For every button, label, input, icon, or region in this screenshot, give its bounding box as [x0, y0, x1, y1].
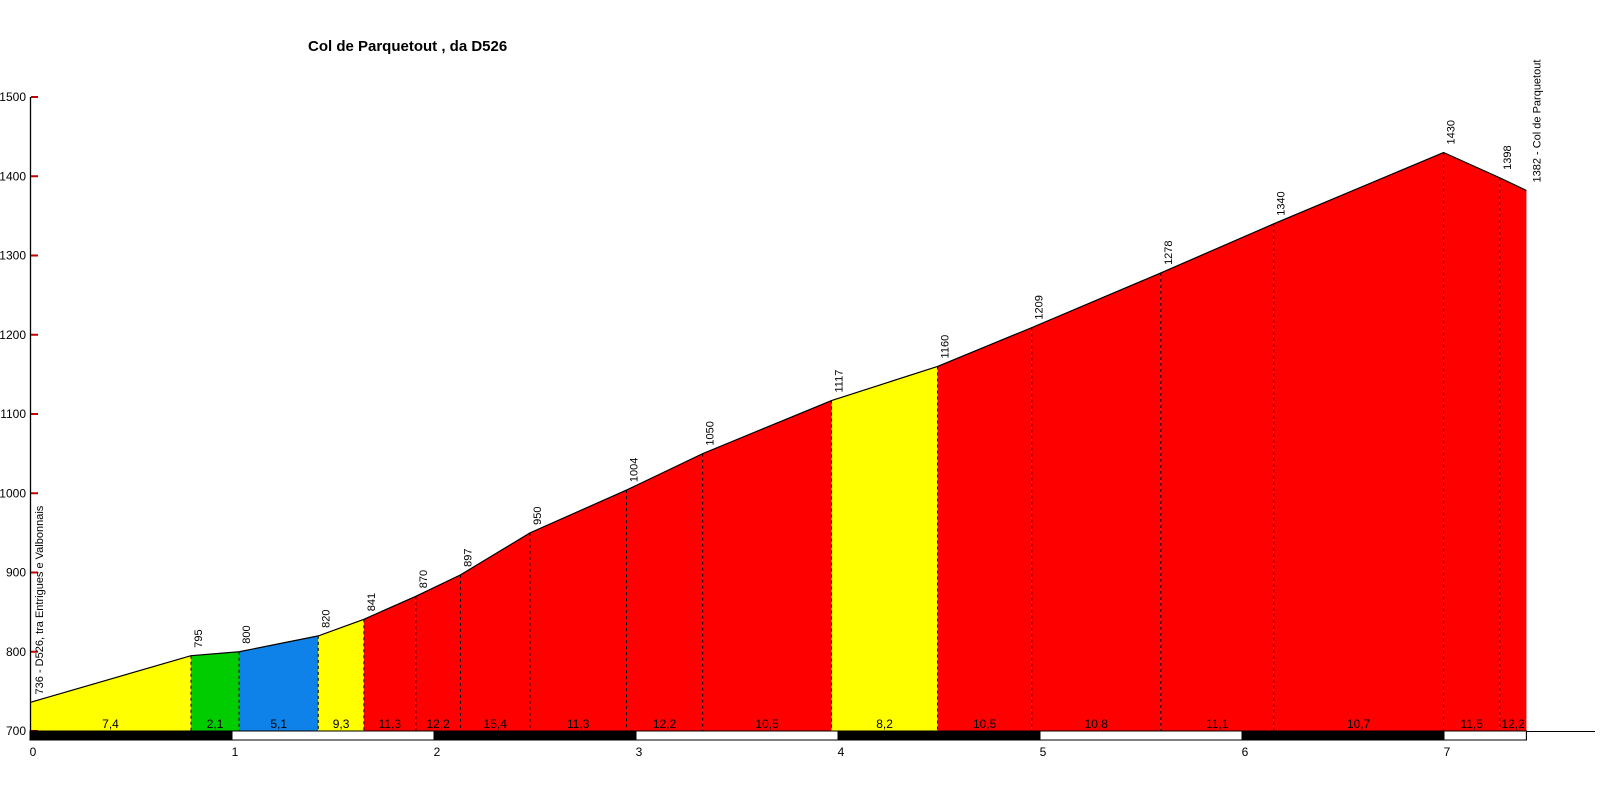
y-axis-tick-label: 1000 — [0, 486, 26, 500]
grade-label: 11,1 — [1206, 717, 1229, 731]
elevation-label: 1278 — [1163, 240, 1175, 264]
elevation-label: 1398 — [1502, 145, 1514, 169]
y-axis-tick-label: 1400 — [0, 169, 26, 183]
summit-label: 1382 - Col de Parquetout — [1531, 60, 1543, 183]
grade-label: 10,8 — [1085, 717, 1109, 731]
segment-fill — [1031, 272, 1161, 731]
segment-fill — [239, 635, 319, 731]
segment-fill — [190, 651, 240, 731]
elevation-label: 950 — [532, 507, 544, 525]
elevation-label: 1160 — [940, 335, 952, 359]
segment-fill — [363, 596, 416, 731]
segment-fill — [529, 490, 627, 731]
scale-bar-cell-empty — [1443, 730, 1527, 741]
grade-label: 12,2 — [653, 717, 677, 731]
page-title: Col de Parquetout , da D526 — [308, 38, 508, 55]
elevation-label: 795 — [193, 629, 205, 647]
x-axis-tick-label: 4 — [838, 745, 845, 759]
segment-fill — [702, 400, 832, 731]
x-axis-tick-label: 6 — [1242, 745, 1249, 759]
profile-outline — [29, 151, 1527, 704]
y-axis-tick-label: 900 — [6, 566, 26, 580]
scale-bar-cell-filled — [838, 731, 1040, 740]
scale-bar-cell-filled — [1242, 731, 1444, 740]
grade-label: 10,5 — [755, 717, 779, 731]
segment-fill — [415, 574, 461, 731]
segment-fill — [831, 366, 938, 731]
scale-bar-cell-empty — [635, 730, 839, 741]
grade-label: 8,2 — [876, 717, 893, 731]
y-axis-tick-label: 700 — [6, 724, 26, 738]
x-axis-tick-label: 2 — [434, 745, 441, 759]
grade-label: 15,4 — [484, 717, 508, 731]
x-axis-tick-label: 0 — [30, 745, 37, 759]
grade-label: 11,3 — [567, 717, 590, 731]
elevation-label: 1117 — [834, 370, 846, 393]
y-axis-tick-label: 1100 — [0, 407, 26, 421]
y-axis-tick-label: 800 — [6, 645, 26, 659]
x-axis-tick-label: 3 — [636, 745, 643, 759]
scale-bar-cell-empty — [231, 730, 435, 741]
y-axis-tick-label: 1300 — [0, 249, 26, 263]
segment-fill — [626, 453, 703, 731]
start-label: 736 - D526, tra Entrigues e Valbonnais — [34, 505, 46, 694]
scale-bar-outline — [29, 730, 1527, 741]
y-axis-tick-label: 1200 — [0, 328, 26, 342]
elevation-label: 800 — [241, 625, 253, 643]
segment-fill — [937, 327, 1032, 731]
segment-fill — [318, 619, 364, 731]
grade-label: 12,2 — [1501, 717, 1525, 731]
segment-fill — [1160, 223, 1274, 732]
segment-fill — [30, 655, 191, 731]
grade-label: 2,1 — [207, 717, 224, 731]
grade-label: 10,5 — [973, 717, 997, 731]
y-axis-tick-label: 1500 — [0, 90, 26, 104]
segment-fill — [1273, 152, 1444, 732]
grade-label: 12,2 — [426, 717, 450, 731]
elevation-label: 1209 — [1034, 295, 1046, 319]
scale-bar-cell-filled — [30, 731, 232, 740]
grade-label: 11,5 — [1460, 717, 1483, 731]
segment-fill — [1499, 177, 1527, 731]
segment-fill — [460, 532, 530, 731]
elevation-label: 870 — [418, 570, 430, 588]
scale-bar-cell-empty — [1039, 730, 1243, 741]
grade-label: 10,7 — [1347, 717, 1371, 731]
grade-label: 7,4 — [102, 717, 119, 731]
elevation-label: 1004 — [629, 458, 641, 482]
elevation-label: 1050 — [705, 421, 717, 445]
elevation-label: 897 — [462, 549, 474, 567]
elevation-label: 820 — [320, 610, 332, 628]
scale-bar-cell-filled — [434, 731, 636, 740]
x-axis-tick-label: 1 — [232, 745, 239, 759]
x-axis-tick-label: 7 — [1444, 745, 1451, 759]
grade-label: 9,3 — [333, 717, 350, 731]
elevation-label: 1430 — [1446, 120, 1458, 144]
segment-fill — [1443, 152, 1500, 732]
x-axis-tick-label: 5 — [1040, 745, 1047, 759]
elevation-label: 1340 — [1276, 191, 1288, 215]
grade-label: 11,3 — [379, 717, 402, 731]
grade-label: 5,1 — [270, 717, 287, 731]
elevation-label: 841 — [366, 593, 378, 611]
